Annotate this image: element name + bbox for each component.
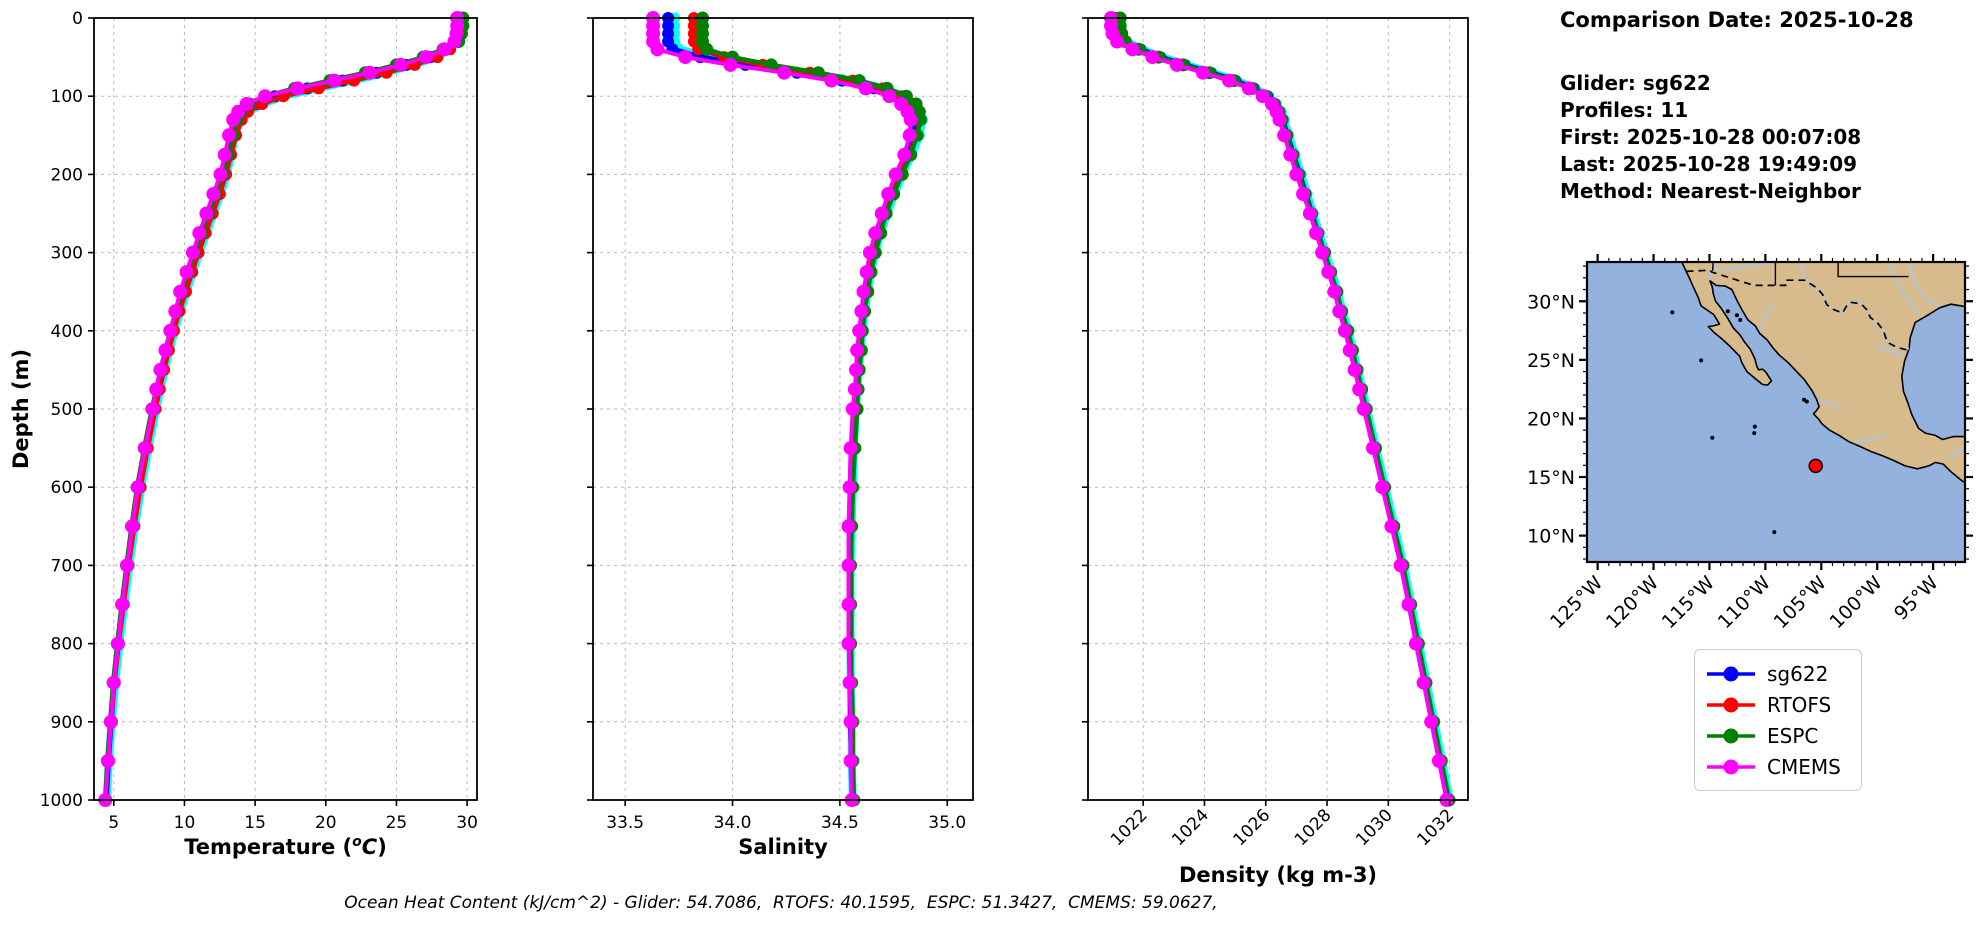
legend-line-marker-icon [1707,728,1755,743]
info-panel: Comparison Date: 2025-10-28 Glider: sg62… [1560,8,1914,205]
map-island [1725,309,1730,314]
map-ytick-label: 30°N [1527,291,1575,313]
comparison-date-text: Comparison Date: 2025-10-28 [1560,8,1914,32]
ytick-label: 500 [51,400,83,420]
y-axis-label: Depth (m) [9,349,33,469]
map-xtick-label: 100°W [1826,572,1887,633]
map-state-border [1711,262,1714,271]
map-xtick-label: 105°W [1770,572,1831,633]
map-island [1772,530,1777,535]
map-xtick-label: 95°W [1890,572,1943,625]
legend-label: CMEMS [1767,754,1841,779]
series-CMEMS [646,11,918,807]
map-country-border [1686,269,1910,351]
profiles-count-text: Profiles: 11 [1560,98,1689,122]
xtick-label: 35.0 [928,813,966,833]
chart-density: 1022 1024 1026 1028 1030 1032 Density (kg m-3) [1082,11,1469,887]
legend-item-espc: ESPC [1705,720,1849,751]
xtick-label: 30 [456,813,478,833]
glider-position-marker [1808,458,1823,474]
xtick-label: 1028 [1291,805,1336,850]
x-axis-label: Temperature (oC) [184,834,387,859]
map-river [1853,434,1886,444]
legend-label: RTOFS [1767,692,1832,717]
map-island [1804,399,1809,404]
map-xtick-label: 125°W [1546,572,1607,633]
map-river [1874,343,1905,357]
xtick-label: 33.5 [606,813,644,833]
xtick-label: 20 [315,813,337,833]
map-river [1713,262,1772,271]
map-island [1710,435,1715,440]
xtick-label: 34.0 [714,813,752,833]
map-xtick-label: 120°W [1602,572,1663,633]
map-ytick-label: 15°N [1527,467,1575,489]
map-river [1907,262,1942,307]
legend-line-marker-icon [1707,759,1755,774]
xtick-label: 25 [386,813,408,833]
map-river [1818,398,1842,409]
series-CMEMS [98,11,465,807]
ytick-label: 200 [51,165,83,185]
x-axis-label: Density (kg m-3) [1179,863,1377,887]
map-xtick-label: 115°W [1658,572,1719,633]
ytick-label: 800 [51,635,83,655]
map-ytick-label: 10°N [1527,526,1575,548]
map-island [1752,424,1757,429]
legend-item-rtofs: RTOFS [1705,689,1849,720]
ohc-caption: Ocean Heat Content (kJ/cm^2) - Glider: 5… [344,893,1218,913]
map-xtick-label: 110°W [1714,572,1775,633]
glider-name-text: Glider: sg622 [1560,71,1711,95]
ytick-label: 0 [72,9,83,29]
ytick-label: 600 [51,478,83,498]
chart-temperature: 5 10 15 20 25 3001002003004005006007008009001… [9,9,478,859]
map-island [1670,310,1675,315]
legend: sg622 RTOFS ESPC CMEMS [1694,649,1862,791]
map-river [1886,262,1921,315]
ytick-label: 1000 [40,791,83,811]
map-island [1738,318,1743,322]
map-ytick-label: 25°N [1527,350,1575,372]
x-axis-label: Salinity [738,835,828,859]
map-island [1699,358,1704,363]
series-CMEMS [1104,11,1454,807]
ytick-label: 300 [51,244,83,264]
map-river [1709,262,1716,281]
xtick-label: 1032 [1413,805,1458,850]
map-river [1757,302,1775,330]
legend-line-marker-icon [1707,697,1755,712]
map-land [1680,262,1965,485]
legend-label: ESPC [1767,723,1819,748]
ytick-label: 900 [51,713,83,733]
xtick-label: 34.5 [821,813,859,833]
method-text: Method: Nearest-Neighbor [1560,179,1861,203]
xtick-label: 1022 [1107,805,1152,850]
map-ytick-label: 20°N [1527,408,1575,430]
map-state-border [1837,262,1909,278]
xtick-label: 1024 [1168,805,1213,850]
legend-item-cmems: CMEMS [1705,751,1849,782]
legend-line-marker-icon [1707,666,1755,681]
legend-label: sg622 [1767,661,1829,686]
map-island [1734,313,1739,318]
xtick-label: 1026 [1230,805,1275,850]
last-profile-time-text: Last: 2025-10-28 19:49:09 [1560,152,1858,176]
chart-salinity: 33.5 34.0 34.5 35.0 Salinity [587,11,974,859]
xtick-label: 1030 [1352,805,1397,850]
xtick-label: 15 [244,813,266,833]
xtick-label: 5 [108,813,119,833]
ytick-label: 700 [51,556,83,576]
xtick-label: 10 [174,813,196,833]
map-river [1800,262,1806,281]
ytick-label: 400 [51,322,83,342]
grid [1088,17,1468,801]
map-island [1752,431,1757,436]
legend-item-sg622: sg622 [1705,658,1849,689]
first-profile-time-text: First: 2025-10-28 00:07:08 [1560,125,1862,149]
ytick-label: 100 [51,87,83,107]
